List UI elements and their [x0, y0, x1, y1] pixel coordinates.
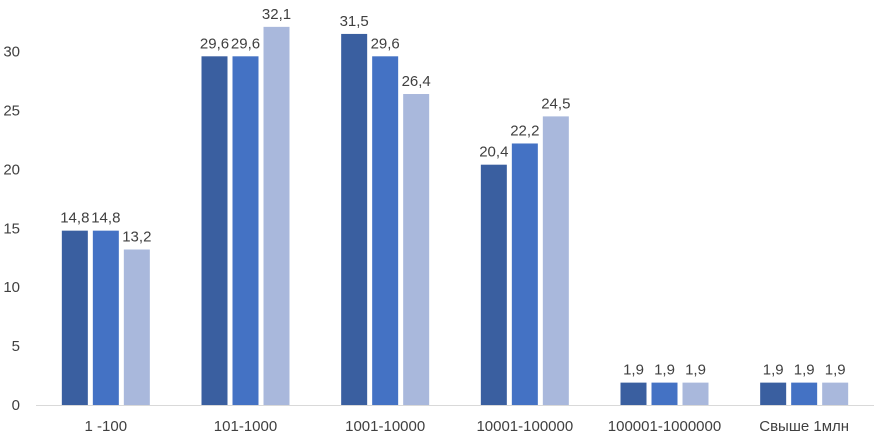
category-label: 100001-1000000 [608, 418, 721, 433]
data-label: 24,5 [541, 95, 570, 112]
bar [651, 382, 678, 405]
category-label: 1001-10000 [345, 418, 425, 433]
y-tick-label: 0 [12, 397, 20, 414]
bar [372, 56, 399, 405]
data-label: 1,9 [623, 362, 644, 379]
y-tick-label: 5 [12, 338, 20, 355]
y-tick-label: 25 [3, 103, 20, 120]
bar [201, 56, 228, 405]
bar [542, 116, 569, 405]
bar [480, 164, 507, 405]
bar [92, 230, 119, 405]
category-label: Свыше 1млн [759, 418, 849, 433]
data-label: 1,9 [685, 362, 706, 379]
data-label: 1,9 [654, 362, 675, 379]
category-labels: 1 -100 101-1000 1001-10000 10001-100000 1000… [85, 418, 850, 433]
bar [822, 382, 849, 405]
data-label: 20,4 [479, 144, 508, 161]
bar [263, 26, 290, 405]
data-label: 32,1 [262, 6, 291, 23]
data-label: 14,8 [91, 210, 120, 227]
data-label: 1,9 [794, 362, 815, 379]
bars [61, 26, 849, 406]
y-tick-label: 30 [3, 44, 20, 61]
data-labels: 14,8 14,813,229,6 29,632,1 31,529,626,420,4… [60, 6, 845, 379]
category-label: 10001-100000 [476, 418, 573, 433]
data-label: 26,4 [402, 73, 431, 90]
bar [341, 33, 368, 406]
data-label: 29,6 [371, 35, 400, 52]
y-tick-label: 20 [3, 161, 20, 178]
bar [61, 230, 88, 405]
data-label: 13,2 [122, 229, 151, 246]
bar [760, 382, 787, 405]
y-tick-label: 10 [3, 279, 20, 296]
data-label: 29,6 [200, 35, 229, 52]
data-label: 1,9 [825, 362, 846, 379]
bar [403, 94, 430, 406]
y-tick-label: 15 [3, 220, 20, 237]
data-label: 22,2 [510, 122, 539, 139]
bar [682, 382, 709, 405]
category-label: 101-1000 [214, 418, 277, 433]
bar [511, 143, 538, 405]
data-label: 31,5 [340, 13, 369, 30]
data-label: 1,9 [763, 362, 784, 379]
category-label: 1 -100 [85, 418, 128, 433]
data-label: 14,8 [60, 210, 89, 227]
bar [123, 249, 150, 405]
bar [232, 56, 259, 405]
data-label: 29,6 [231, 35, 260, 52]
y-axis-ticks: 0 5 10 15 20 25 30 [3, 44, 20, 414]
bar [791, 382, 818, 405]
bar [620, 382, 647, 405]
